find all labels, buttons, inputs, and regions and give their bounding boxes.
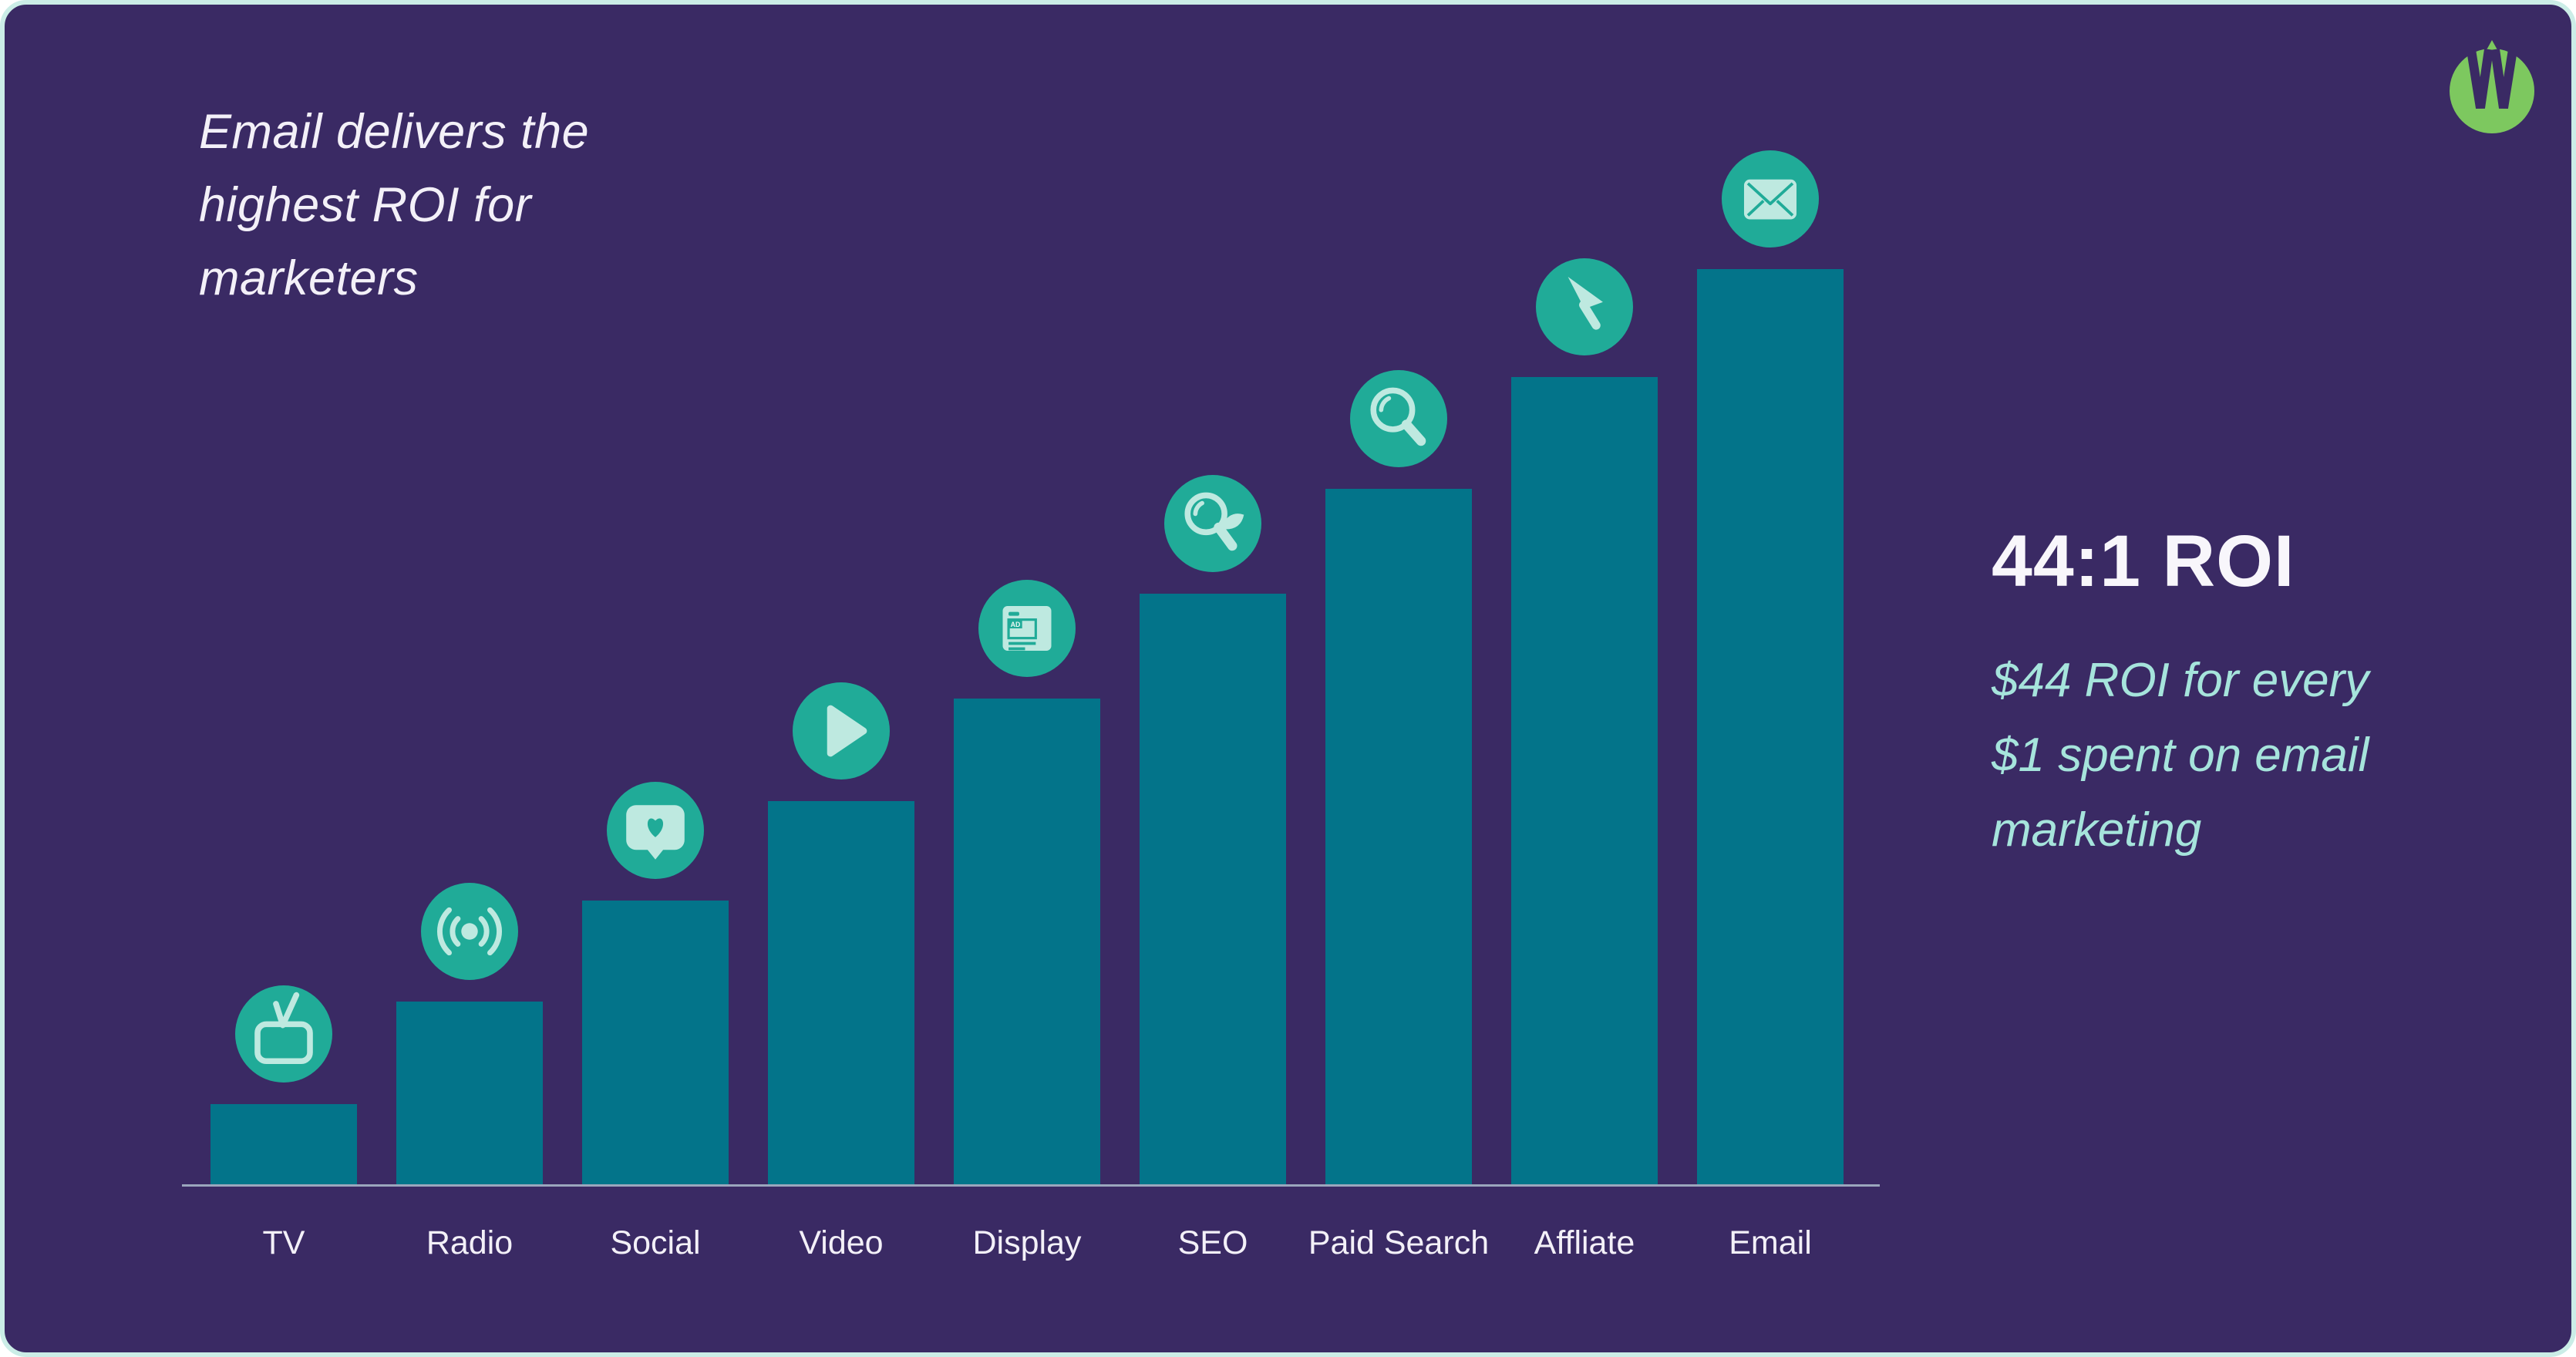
bar-display <box>954 699 1100 1185</box>
bar-affliate <box>1511 377 1658 1185</box>
axis-label-tv: TV <box>262 1224 305 1261</box>
channel-icon-badge-paid-search <box>1350 370 1447 467</box>
channel-icon-badge-display: AD <box>978 580 1076 677</box>
bar-seo <box>1140 594 1286 1185</box>
bar-tv <box>210 1104 357 1185</box>
channel-icon-badge-tv <box>235 985 332 1083</box>
cursor-icon <box>1567 276 1603 330</box>
axis-label-video: Video <box>799 1224 884 1261</box>
channel-icon-badge-radio <box>421 883 518 980</box>
roi-stat-description: $44 ROI for every $1 spent on email mark… <box>1992 654 2369 857</box>
magnifier-icon <box>1370 387 1426 446</box>
play-icon <box>827 705 867 757</box>
roi-stat-value: 44:1 ROI <box>1992 520 2295 602</box>
x-axis-line <box>182 1184 1880 1187</box>
axis-label-email: Email <box>1729 1224 1812 1261</box>
tv-icon <box>254 992 313 1065</box>
svg-text:AD: AD <box>1011 621 1021 628</box>
envelope-icon <box>1743 179 1797 220</box>
chat-heart-icon <box>626 805 685 860</box>
axis-label-affliate: Affliate <box>1534 1224 1635 1261</box>
broadcast-icon <box>437 907 502 956</box>
magnifier-leaf-icon <box>1184 492 1244 551</box>
axis-label-radio: Radio <box>426 1224 514 1261</box>
axis-label-social: Social <box>610 1224 701 1261</box>
w-logo-icon <box>2450 39 2534 133</box>
ad-page-icon: AD <box>1002 606 1052 651</box>
channel-icon-badge-social <box>607 782 704 879</box>
channel-icon-badge-affliate <box>1536 258 1633 355</box>
bar-radio <box>396 1002 543 1185</box>
channel-icon-badge-video <box>793 682 890 780</box>
headline-text: Email delivers the highest ROI for marke… <box>199 105 590 305</box>
bar-social <box>582 901 729 1185</box>
bar-video <box>768 801 914 1185</box>
channel-icon-badge-seo <box>1164 475 1261 572</box>
axis-label-paid-search: Paid Search <box>1308 1224 1490 1261</box>
axis-label-display: Display <box>972 1224 1082 1261</box>
w-brand-logo <box>2446 39 2538 136</box>
bar-email <box>1697 269 1844 1185</box>
channel-icon-badge-email <box>1722 150 1819 247</box>
bar-paid-search <box>1325 489 1472 1185</box>
axis-label-seo: SEO <box>1177 1224 1248 1261</box>
